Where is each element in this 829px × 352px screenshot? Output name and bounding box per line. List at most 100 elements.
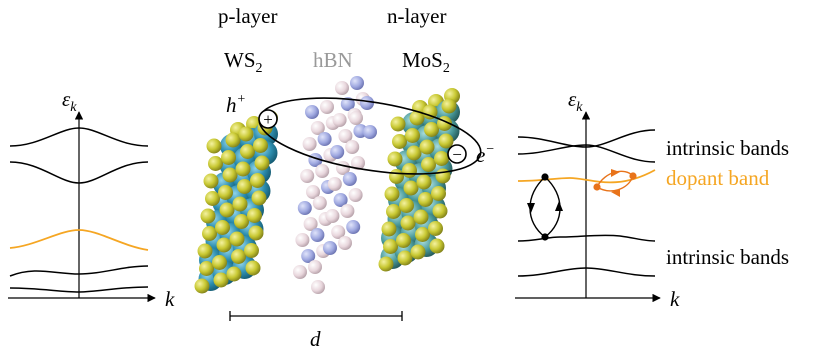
sulfur-atom [415,227,430,242]
dopant-band-label: dopant band [666,166,770,190]
sulfur-atom [438,133,454,149]
distance-label: d [310,327,321,351]
loop-arrow-down [527,203,535,213]
sulfur-atom [422,104,438,120]
sulfur-atom [247,208,262,223]
lower-bands-label: intrinsic bands [666,245,789,269]
sulfur-atom [384,186,400,202]
dopant-node-left [593,183,601,191]
sulfur-atom [416,174,432,190]
nitrogen-atom [325,209,340,223]
boron-atom [301,249,316,263]
right-valence-band-lower [517,267,656,277]
boron-atom [360,96,374,110]
sulfur-atom [248,225,264,241]
boron-atom [346,220,361,234]
sulfur-atom [434,151,449,166]
sulfur-atom [226,266,242,282]
sulfur-atom [406,145,422,161]
hole-label: h+ [226,92,246,117]
sulfur-atom [397,250,413,266]
sulfur-atom [218,185,233,200]
sulfur-atom [221,150,236,165]
sulfur-atom [428,221,443,236]
distance-bar: d [229,311,403,351]
boron-atom [297,201,312,215]
left-conduction-band-upper [9,127,149,147]
nitrogen-atom [308,260,322,274]
left-conduction-band-lower [9,161,149,184]
sulfur-atom [200,208,216,224]
boron-atom [340,97,355,111]
left-x-axis-label: k [165,287,175,311]
boron-atom [317,132,332,146]
sulfur-atom [219,202,235,218]
nitrogen-atom [303,217,318,231]
right-x-axis-label: k [670,287,680,311]
nitrogen-atom [312,196,327,210]
nitrogen-atom [345,140,360,154]
dopant-arrow-lower [611,189,620,197]
boron-atom [323,241,337,255]
right-band-panel: εk k intrinsic bands dopant band intrins… [515,87,789,311]
hbn-label: hBN [313,48,353,72]
sulfur-atom [208,156,223,171]
sulfur-atom [386,204,401,219]
atomic-lattice [194,76,460,294]
boron-atom [350,76,364,90]
center-labels: p-layer n-layer WS2 hBN MoS2 h+ e− [218,4,495,167]
sulfur-atom [389,169,404,184]
sulfur-atom [206,138,222,154]
sulfur-atom [250,173,265,188]
dopant-loop-lower [596,175,634,192]
left-band-panel: εk k [8,87,175,311]
sulfur-atom [244,243,259,258]
sulfur-atom [431,186,446,201]
sulfur-atom [441,98,457,114]
sulfur-atom [216,237,232,253]
sulfur-atom [381,221,397,237]
sulfur-atom [378,256,394,272]
left-valence-band-lower [9,286,149,293]
nitrogen-atom [338,236,352,250]
boron-atom [342,172,357,186]
p-layer-label: p-layer [218,4,277,28]
sulfur-atom [421,157,436,172]
nitrogen-atom [335,81,349,95]
n-layer-label: n-layer [387,4,446,28]
nitrogen-atom [320,100,334,114]
sulfur-atom [383,239,398,254]
sulfur-atom [245,260,261,276]
nitrogen-atom [327,177,342,191]
loop-arrow-up [555,201,563,211]
sulfur-atom [229,231,245,247]
sulfur-atom [231,249,246,264]
sulfur-atom [205,191,220,206]
nitrogen-atom [351,156,365,170]
sulfur-atom [387,151,403,167]
sulfur-atom [432,203,448,219]
dopant-arrow-upper [611,169,620,177]
sulfur-atom [237,179,252,194]
boron-atom [310,228,325,242]
sulfur-atom [409,110,425,126]
sulfur-atom [240,144,255,159]
sulfur-atom [213,272,229,288]
loop-node-top [541,173,549,181]
nitrogen-atom [331,225,346,239]
sulfur-atom [429,238,445,254]
right-conduction-band-upper [517,129,656,148]
sulfur-atom [399,198,414,213]
sulfur-atom [424,122,439,137]
nitrogen-atom [348,188,363,202]
sulfur-atom [222,167,238,183]
sulfur-atom [396,233,411,248]
right-dopant-band [517,169,656,184]
boron-atom [305,105,319,119]
sulfur-atom [199,261,214,276]
sulfur-atom [392,134,407,149]
nitrogen-atom [315,164,330,178]
sulfur-atom [400,215,416,231]
sulfur-atom [212,255,227,270]
sulfur-atom [215,220,230,235]
